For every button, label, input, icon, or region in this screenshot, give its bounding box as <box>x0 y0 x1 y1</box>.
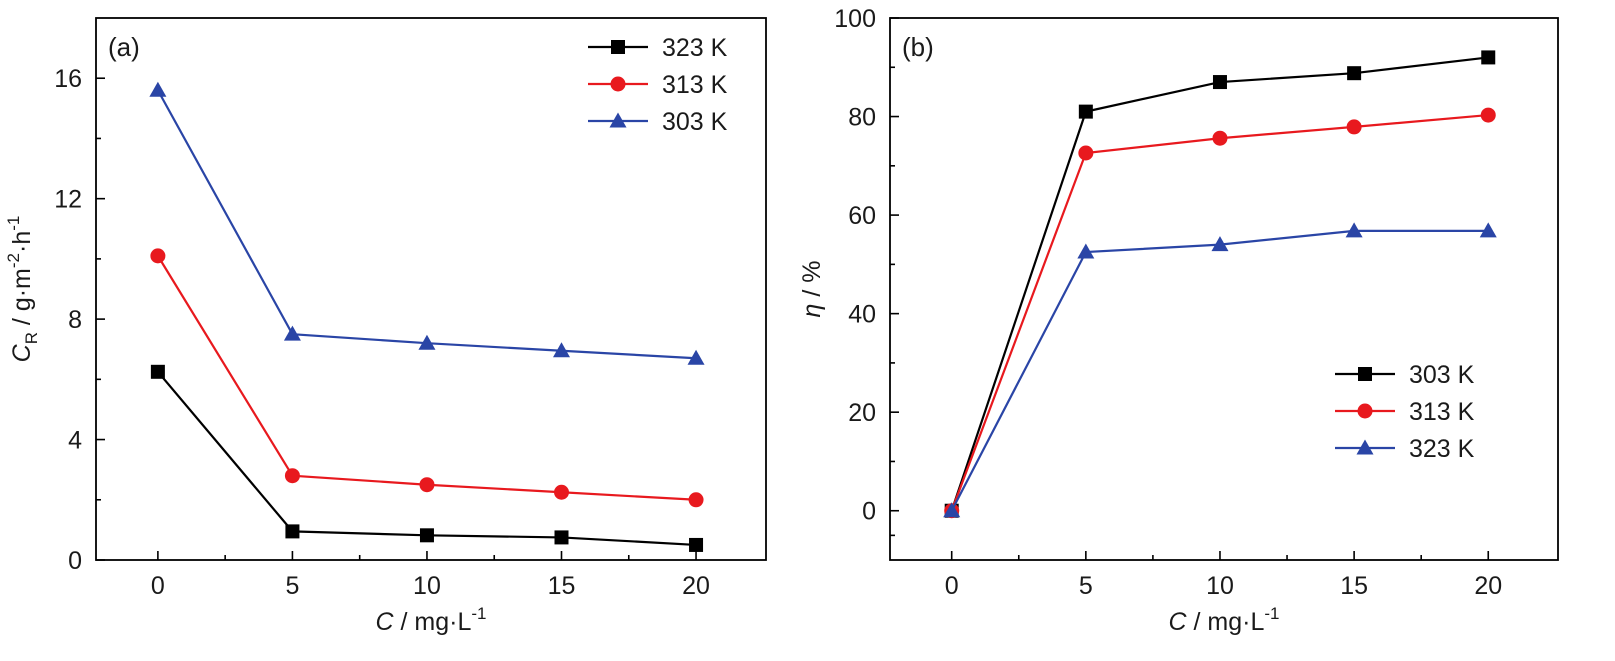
chart-b-x-axis-label: C / mg·L-1 <box>1169 604 1280 636</box>
chart-a-x-tick-label: 10 <box>413 572 441 600</box>
chart-a-data-point <box>554 530 569 545</box>
chart-b-legend-marker <box>1358 367 1372 381</box>
chart-a-legend-marker <box>609 112 627 128</box>
chart-b-series-line <box>950 113 1489 512</box>
chart-a-data-point <box>419 528 434 543</box>
chart-a-y-tick-label: 0 <box>68 547 82 575</box>
chart-b-y-tick-label: 80 <box>848 104 876 132</box>
chart-a-data-point <box>553 342 571 358</box>
chart-a-x-tick-label: 15 <box>548 572 576 600</box>
chart-a-data-point <box>689 537 704 552</box>
chart-b-y-tick-label: 0 <box>862 498 876 526</box>
chart-b-data-point <box>1481 50 1496 65</box>
chart-b-series-line <box>950 56 1489 512</box>
chart-b-legend-label: 313 K <box>1409 398 1475 426</box>
chart-a-y-tick-label: 16 <box>54 65 82 93</box>
chart-a-data-point <box>284 468 300 484</box>
chart-b-legend-label: 303 K <box>1409 361 1475 389</box>
chart-a-panel-label: (a) <box>108 32 140 62</box>
chart-a-x-axis-label: C / mg·L-1 <box>376 604 487 636</box>
chart-b-series-2 <box>943 222 1497 518</box>
chart-a-x-tick-label: 5 <box>285 572 299 600</box>
chart-a-series-line <box>156 89 697 360</box>
chart-b-y-tick-label: 40 <box>848 301 876 329</box>
chart-b-data-point <box>1347 66 1362 81</box>
chart-b-y-axis-label: η / % <box>798 261 826 318</box>
chart-a-data-point <box>418 334 436 350</box>
chart-b-y-tick-label: 20 <box>848 399 876 427</box>
chart-b-y-tick-label: 100 <box>834 5 876 33</box>
chart-b-legend-label: 323 K <box>1409 435 1475 463</box>
chart-b-data-point <box>1345 222 1363 238</box>
chart-a-legend-label: 323 K <box>662 34 728 62</box>
chart-b-data-point <box>1077 243 1095 259</box>
chart-b: 0 5 10 15 20 0 20 40 60 80 100 (b) C / mg·L-1 η / % 30… <box>798 5 1559 636</box>
chart-a-series-0 <box>150 364 704 552</box>
chart-b-legend-marker <box>1357 403 1373 419</box>
chart-a-data-point <box>419 477 435 493</box>
chart-a-legend-marker <box>611 40 625 54</box>
chart-a-x-tick-label: 0 <box>151 572 165 600</box>
chart-b-x-tick-label: 5 <box>1079 572 1093 600</box>
chart-a-y-tick-label: 12 <box>54 186 82 214</box>
chart-a-series-1 <box>150 248 704 508</box>
chart-b-data-point <box>943 502 961 518</box>
chart-a-legend-label: 313 K <box>662 71 728 99</box>
chart-a-legend-marker <box>610 76 626 92</box>
chart-b-x-tick-label: 0 <box>945 572 959 600</box>
chart-a-series-line <box>157 371 697 547</box>
chart-a-series-2 <box>149 81 705 365</box>
chart-a-data-point <box>687 349 705 365</box>
chart-b-x-tick-label: 15 <box>1340 572 1368 600</box>
chart-b-data-point <box>1479 222 1497 238</box>
chart-b-data-point <box>1212 75 1227 90</box>
chart-a-data-point <box>283 325 301 341</box>
chart-b-x-tick-label: 20 <box>1474 572 1502 600</box>
chart-a-data-point <box>150 364 165 379</box>
chart-a-y-tick-label: 4 <box>68 427 82 455</box>
chart-b-series-1 <box>944 107 1496 519</box>
chart-a-series-line <box>156 255 697 501</box>
chart-b-data-point <box>1211 236 1229 252</box>
chart-a-data-point <box>688 492 704 508</box>
chart-a-data-point <box>554 484 570 500</box>
chart-a-y-axis-label: CR / g·m-2·h-1 <box>4 216 41 363</box>
chart-a-data-point <box>149 81 167 97</box>
chart-a: 0 5 10 15 20 0 4 8 12 16 (a) C / mg·L-1 CR / g·m-2·h… <box>4 17 767 636</box>
chart-b-panel-label: (b) <box>902 32 934 62</box>
chart-a-plot-frame <box>95 17 767 561</box>
chart-a-x-tick-label: 20 <box>682 572 710 600</box>
chart-b-data-point <box>1212 130 1228 146</box>
chart-a-data-point <box>150 248 166 264</box>
chart-b-x-tick-label: 10 <box>1206 572 1234 600</box>
chart-b-plot-frame <box>889 17 1559 561</box>
chart-a-legend-label: 303 K <box>662 108 728 136</box>
chart-b-data-point <box>1078 104 1093 119</box>
chart-a-y-tick-label: 8 <box>68 306 82 334</box>
chart-a-data-point <box>285 524 300 539</box>
chart-b-data-point <box>1346 119 1362 135</box>
chart-b-data-point <box>1078 145 1094 161</box>
chart-b-y-tick-label: 60 <box>848 202 876 230</box>
chart-b-legend: 303 K 313 K 323 K <box>1335 361 1475 463</box>
chart-a-legend: 323 K 313 K 303 K <box>588 34 728 136</box>
chart-b-data-point <box>1480 107 1496 123</box>
chart-b-legend-marker <box>1356 439 1374 455</box>
